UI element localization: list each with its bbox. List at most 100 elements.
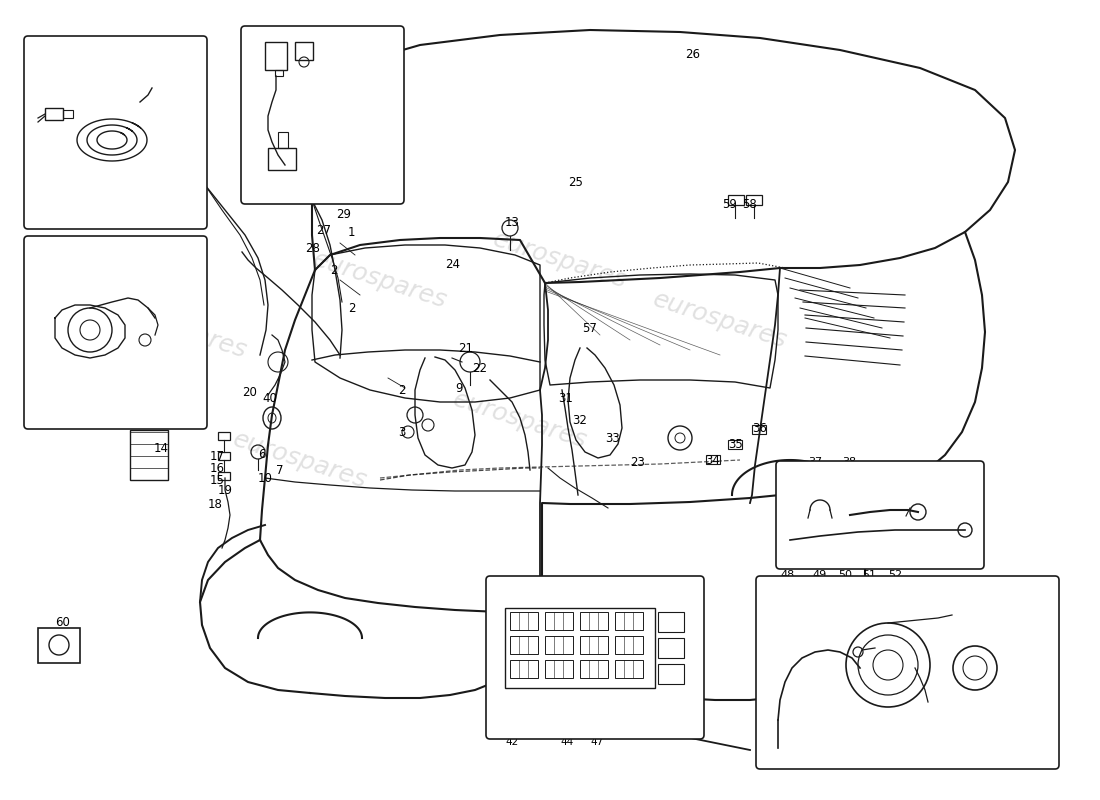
FancyBboxPatch shape <box>756 576 1059 769</box>
Bar <box>510 636 538 654</box>
Text: 18: 18 <box>208 498 223 511</box>
Bar <box>544 636 573 654</box>
Bar <box>615 612 644 630</box>
Text: 39: 39 <box>825 551 839 561</box>
Bar <box>218 452 230 460</box>
Text: 19: 19 <box>218 483 233 497</box>
Text: 57: 57 <box>582 322 597 334</box>
Text: 2: 2 <box>348 302 355 314</box>
Text: 4: 4 <box>42 242 50 254</box>
Text: 2: 2 <box>398 383 406 397</box>
Text: 34: 34 <box>705 454 719 466</box>
Bar <box>278 132 288 148</box>
Bar <box>752 425 766 434</box>
Text: 16: 16 <box>210 462 225 474</box>
Text: 52: 52 <box>888 570 902 580</box>
Bar <box>658 612 684 632</box>
Text: eurospares: eurospares <box>450 387 590 453</box>
FancyBboxPatch shape <box>776 461 984 569</box>
Text: 53: 53 <box>780 747 794 757</box>
Text: 13: 13 <box>505 215 520 229</box>
Text: 60: 60 <box>55 615 70 629</box>
Bar <box>275 70 283 76</box>
Text: 14: 14 <box>154 442 169 454</box>
Text: 36: 36 <box>752 422 767 434</box>
Text: 49: 49 <box>812 570 826 580</box>
Text: eurospares: eurospares <box>650 287 790 353</box>
Text: 24: 24 <box>446 258 460 271</box>
Text: 63: 63 <box>300 169 315 182</box>
Text: 54: 54 <box>948 685 962 695</box>
Text: 35: 35 <box>728 438 743 450</box>
Text: 33: 33 <box>605 431 619 445</box>
Text: 61: 61 <box>265 29 280 42</box>
Text: 46: 46 <box>602 591 615 601</box>
Bar <box>580 636 608 654</box>
Bar <box>505 608 654 688</box>
Text: 1: 1 <box>348 226 355 238</box>
Text: 32: 32 <box>572 414 587 426</box>
Text: 55: 55 <box>968 703 982 713</box>
Text: 9: 9 <box>455 382 462 394</box>
Text: eurospares: eurospares <box>310 247 450 313</box>
Bar <box>580 612 608 630</box>
Text: eurospares: eurospares <box>490 227 630 293</box>
Text: 41: 41 <box>505 591 518 601</box>
Bar <box>63 110 73 118</box>
Text: 20: 20 <box>242 386 257 398</box>
Text: 17: 17 <box>210 450 225 462</box>
Text: 50: 50 <box>838 570 853 580</box>
Text: 31: 31 <box>558 391 573 405</box>
Text: 37: 37 <box>808 457 822 467</box>
Bar <box>218 472 230 480</box>
Text: 59: 59 <box>722 198 737 211</box>
Text: 8: 8 <box>118 414 125 426</box>
Bar <box>265 42 287 70</box>
Text: 2: 2 <box>330 263 338 277</box>
FancyBboxPatch shape <box>24 36 207 229</box>
Text: 42: 42 <box>505 737 518 747</box>
Bar <box>658 664 684 684</box>
Text: 38: 38 <box>842 457 856 467</box>
Text: 6: 6 <box>258 449 265 462</box>
Text: eurospares: eurospares <box>110 297 250 363</box>
Text: 58: 58 <box>742 198 757 211</box>
Text: 29: 29 <box>336 209 351 222</box>
Text: 27: 27 <box>316 223 331 237</box>
FancyBboxPatch shape <box>486 576 704 739</box>
Text: 45: 45 <box>572 591 585 601</box>
Text: eurospares: eurospares <box>230 427 370 493</box>
Text: 43: 43 <box>540 591 553 601</box>
Text: 11: 11 <box>82 362 98 374</box>
Text: 5: 5 <box>130 391 138 405</box>
Bar <box>728 195 744 205</box>
Text: 3: 3 <box>398 426 406 438</box>
Text: 62: 62 <box>293 29 308 42</box>
Bar <box>615 636 644 654</box>
Bar <box>544 612 573 630</box>
Bar <box>706 455 721 464</box>
Text: 56: 56 <box>1005 747 1019 757</box>
Text: 23: 23 <box>630 455 645 469</box>
Text: 10: 10 <box>258 471 273 485</box>
Bar <box>746 195 762 205</box>
Text: 44: 44 <box>560 737 573 747</box>
Text: 25: 25 <box>568 175 583 189</box>
Text: 47: 47 <box>590 737 603 747</box>
Text: 51: 51 <box>862 570 876 580</box>
Bar <box>615 660 644 678</box>
Text: 40: 40 <box>262 391 277 405</box>
Bar <box>544 660 573 678</box>
Bar <box>39 628 80 663</box>
Text: 28: 28 <box>305 242 320 254</box>
Bar <box>268 148 296 170</box>
Text: 26: 26 <box>685 49 700 62</box>
Text: 21: 21 <box>458 342 473 354</box>
Bar <box>728 440 743 449</box>
Bar <box>510 612 538 630</box>
Bar <box>130 430 168 480</box>
Bar <box>218 432 230 440</box>
Bar <box>580 660 608 678</box>
Text: 15: 15 <box>210 474 224 486</box>
Text: 7: 7 <box>276 463 284 477</box>
